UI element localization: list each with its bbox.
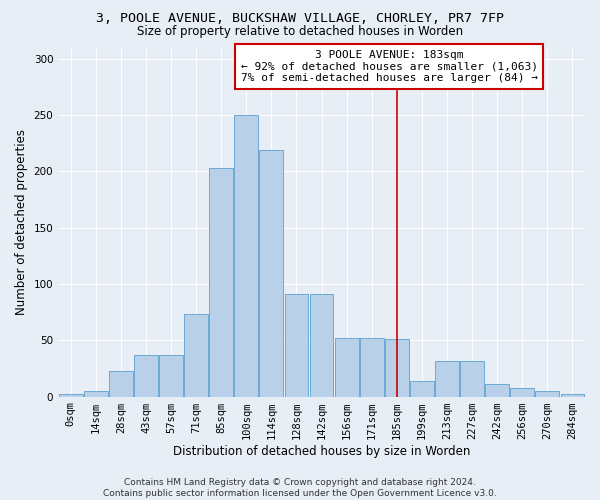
- Bar: [535, 391, 559, 396]
- Bar: [235, 115, 258, 396]
- Y-axis label: Number of detached properties: Number of detached properties: [15, 129, 28, 315]
- Bar: [109, 370, 133, 396]
- Bar: [460, 360, 484, 396]
- Text: Size of property relative to detached houses in Worden: Size of property relative to detached ho…: [137, 25, 463, 38]
- Bar: [134, 355, 158, 397]
- Bar: [209, 168, 233, 396]
- Bar: [485, 384, 509, 396]
- Bar: [184, 314, 208, 396]
- Bar: [410, 381, 434, 396]
- Bar: [560, 394, 584, 396]
- Bar: [435, 360, 459, 396]
- Bar: [284, 294, 308, 396]
- Bar: [385, 339, 409, 396]
- Bar: [511, 388, 534, 396]
- Bar: [84, 391, 108, 396]
- Bar: [59, 394, 83, 396]
- Text: 3, POOLE AVENUE, BUCKSHAW VILLAGE, CHORLEY, PR7 7FP: 3, POOLE AVENUE, BUCKSHAW VILLAGE, CHORL…: [96, 12, 504, 26]
- Bar: [360, 338, 383, 396]
- Text: 3 POOLE AVENUE: 183sqm
← 92% of detached houses are smaller (1,063)
7% of semi-d: 3 POOLE AVENUE: 183sqm ← 92% of detached…: [241, 50, 538, 83]
- Bar: [335, 338, 359, 396]
- X-axis label: Distribution of detached houses by size in Worden: Distribution of detached houses by size …: [173, 444, 470, 458]
- Bar: [159, 355, 183, 397]
- Bar: [259, 150, 283, 396]
- Text: Contains HM Land Registry data © Crown copyright and database right 2024.
Contai: Contains HM Land Registry data © Crown c…: [103, 478, 497, 498]
- Bar: [310, 294, 334, 396]
